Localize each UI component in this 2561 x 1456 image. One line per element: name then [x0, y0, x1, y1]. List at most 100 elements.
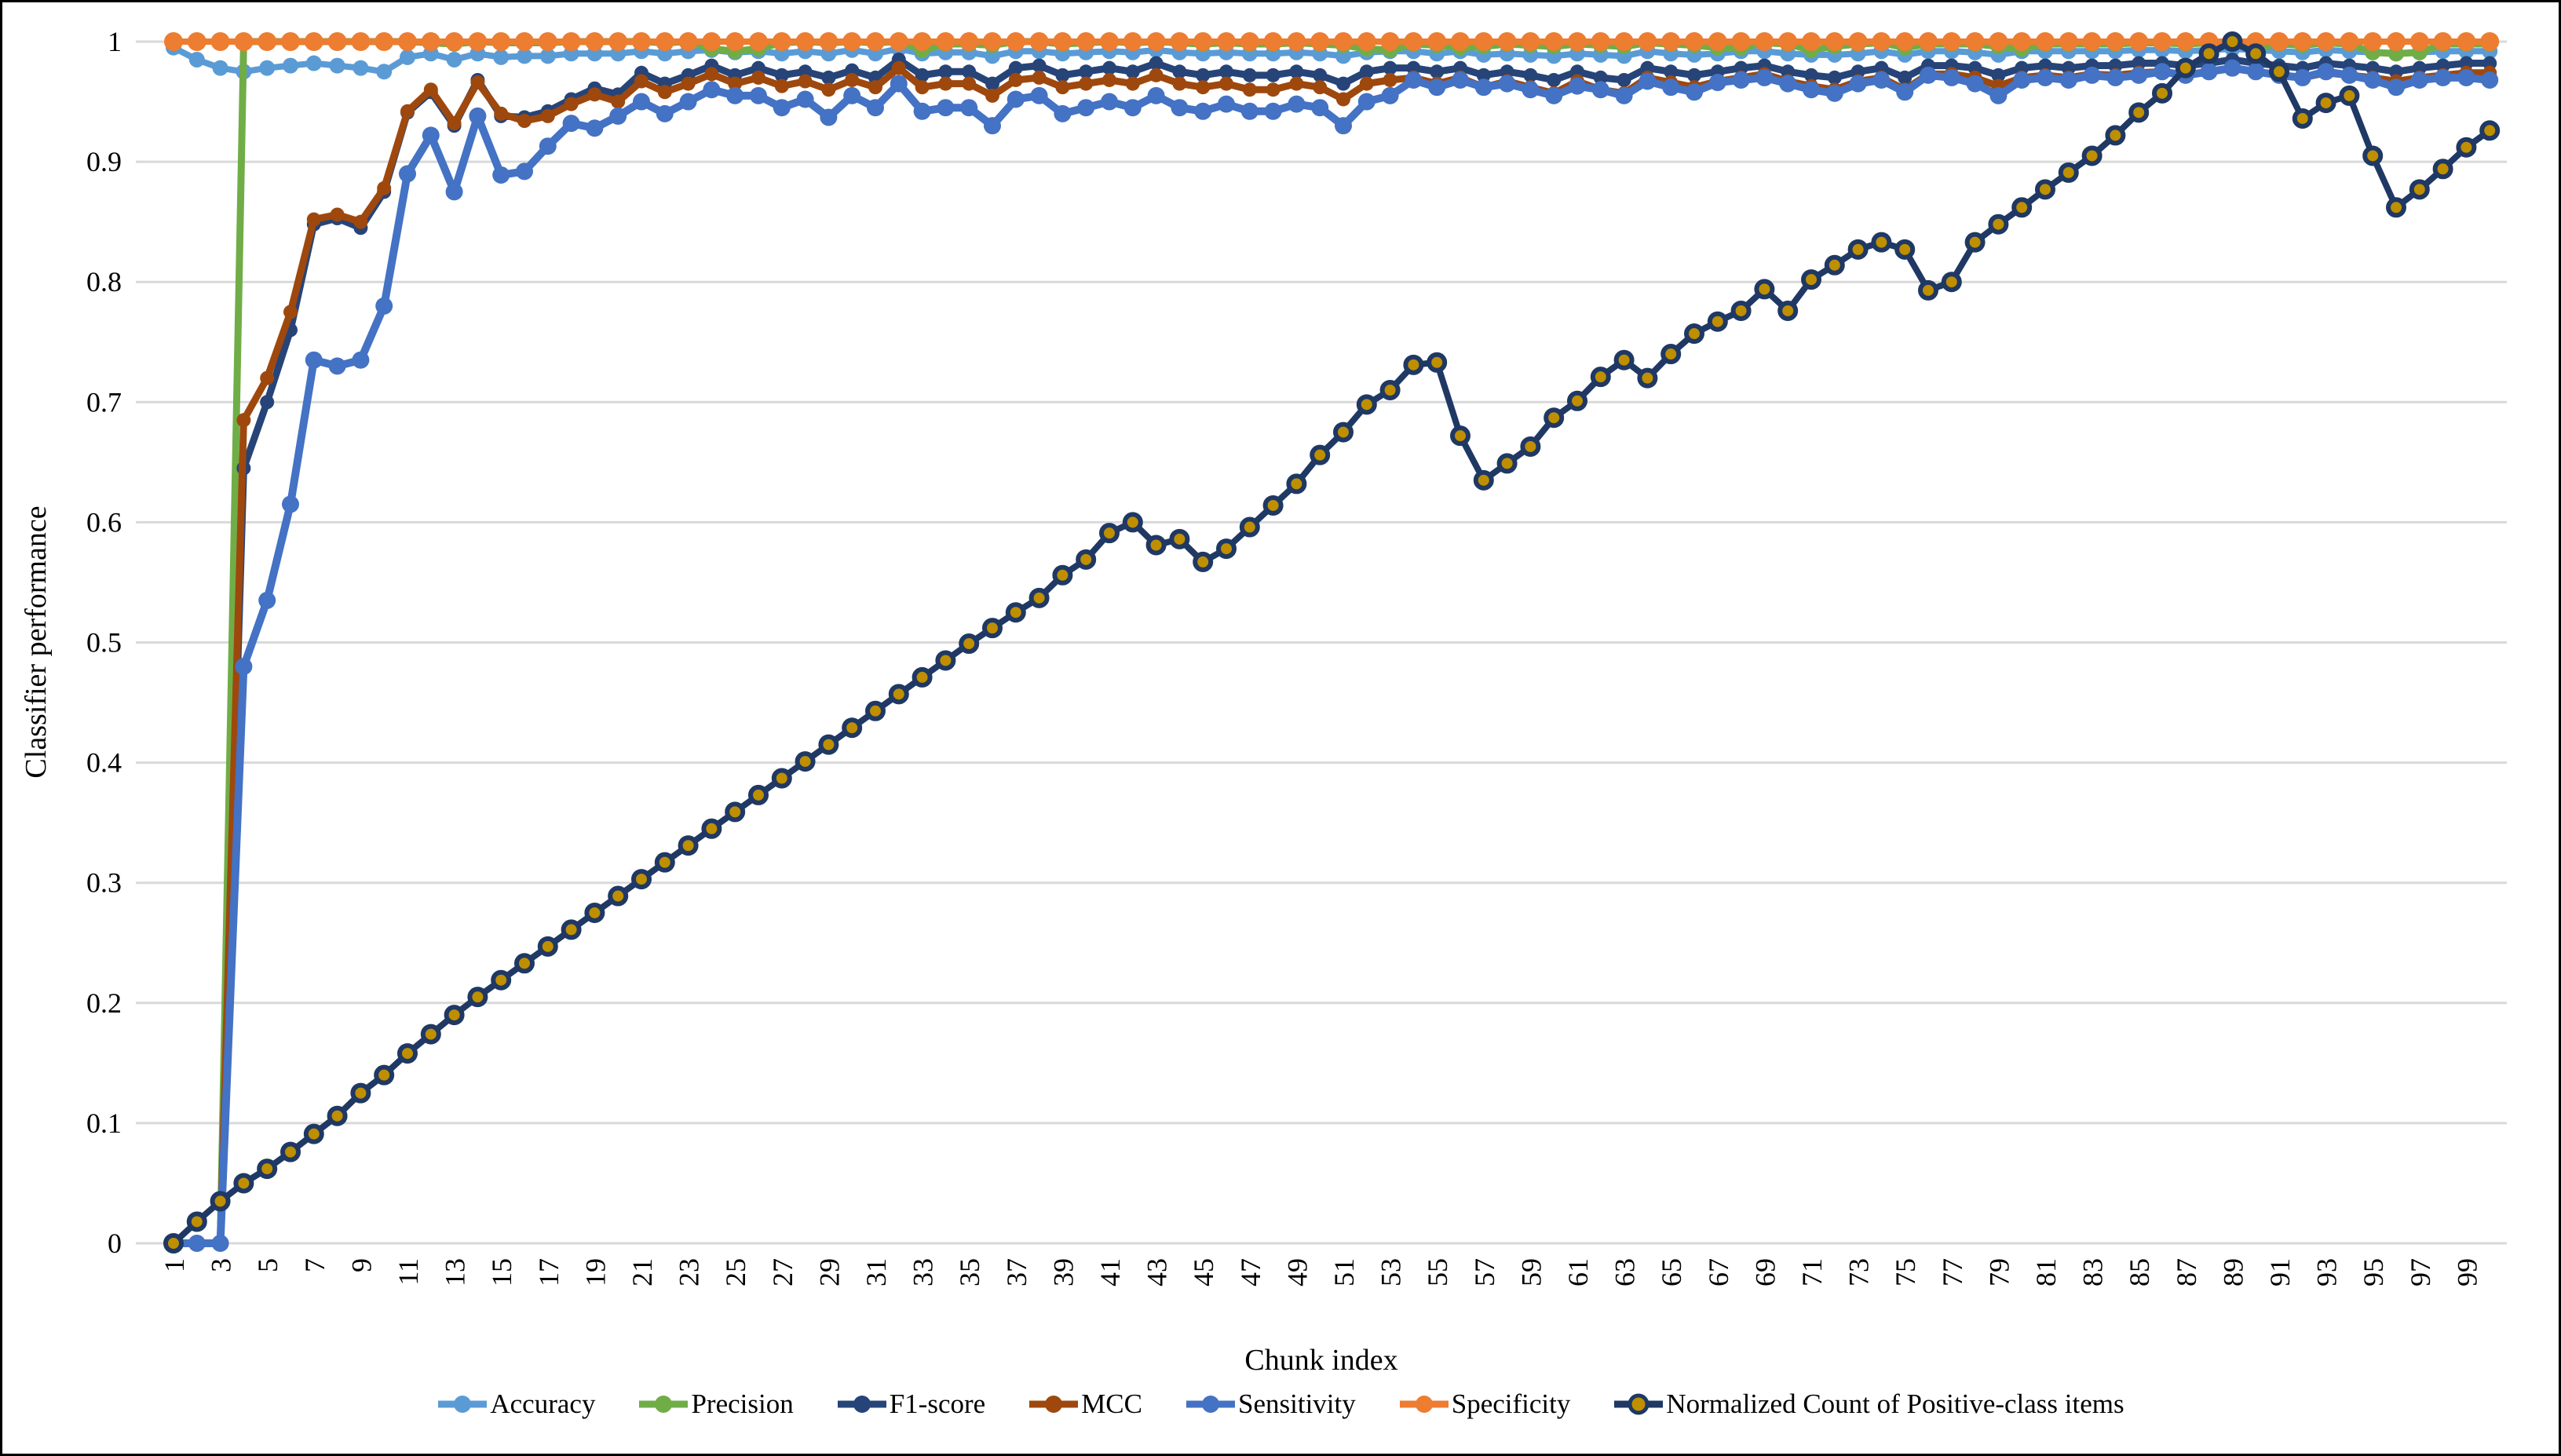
data-point-marker — [1052, 564, 1073, 586]
data-point-marker — [609, 107, 627, 125]
data-point-marker — [2037, 68, 2054, 86]
data-point-marker — [1988, 213, 2009, 235]
data-point-marker — [703, 81, 721, 99]
data-point-marker — [283, 57, 298, 74]
gridlines — [136, 40, 2507, 1245]
data-point-marker — [564, 97, 579, 111]
x-tick-label: 97 — [2405, 1258, 2436, 1286]
data-point-marker — [1264, 102, 1282, 120]
legend-marker-glyph — [1614, 1393, 1664, 1415]
data-point-marker — [1289, 64, 1304, 79]
data-point-marker — [889, 32, 908, 51]
data-point-marker — [281, 32, 300, 51]
data-point-marker — [2106, 32, 2125, 51]
x-tick-label: 47 — [1235, 1258, 1266, 1286]
data-point-marker — [1405, 71, 1423, 89]
data-point-marker — [842, 717, 863, 739]
data-point-marker — [2479, 120, 2501, 141]
data-point-marker — [1848, 32, 1868, 51]
x-tick-label: 19 — [579, 1258, 611, 1286]
data-point-marker — [681, 76, 696, 91]
data-point-marker — [2340, 66, 2358, 84]
data-point-marker — [726, 86, 744, 104]
data-point-marker — [540, 108, 555, 123]
x-tick-label: 41 — [1094, 1258, 1126, 1286]
series-normalized-count-of-positive-class-items — [163, 31, 2501, 1253]
data-point-marker — [561, 32, 581, 51]
data-point-marker — [2105, 125, 2126, 146]
data-point-marker — [935, 650, 956, 671]
x-tick-label: 35 — [954, 1258, 985, 1286]
data-point-marker — [913, 102, 931, 120]
data-point-marker — [818, 734, 839, 755]
x-tick-label: 71 — [1796, 1258, 1828, 1286]
data-point-marker — [1032, 70, 1047, 85]
x-tick-label: 7 — [299, 1258, 331, 1272]
data-point-marker — [842, 32, 862, 51]
x-tick-label: 11 — [393, 1258, 424, 1286]
legend-item-precision: Precision — [638, 1388, 794, 1420]
data-point-marker — [399, 165, 416, 183]
data-point-marker — [1289, 76, 1304, 91]
data-point-marker — [1079, 64, 1094, 79]
data-point-marker — [1918, 279, 1938, 301]
data-point-marker — [962, 76, 977, 91]
data-point-marker — [1920, 66, 1937, 84]
x-tick-label: 91 — [2264, 1258, 2296, 1286]
data-point-marker — [1964, 232, 1986, 253]
data-point-marker — [1311, 99, 1329, 117]
data-point-marker — [985, 88, 999, 103]
data-point-marker — [1966, 75, 1984, 93]
x-tick-label: 87 — [2171, 1258, 2202, 1286]
data-point-marker — [1219, 64, 1233, 79]
data-point-marker — [1218, 95, 1235, 113]
data-point-marker — [1125, 76, 1140, 91]
y-tick-label: 0.2 — [86, 987, 122, 1019]
x-tick-label: 1 — [159, 1258, 190, 1272]
data-point-marker — [2409, 32, 2429, 51]
data-point-marker — [1872, 32, 1891, 51]
data-point-marker — [1099, 523, 1120, 544]
data-point-marker — [538, 32, 557, 51]
data-point-marker — [2457, 68, 2475, 86]
data-point-marker — [2457, 32, 2476, 51]
data-point-marker — [1777, 300, 1799, 321]
x-tick-label: 25 — [720, 1258, 751, 1286]
data-point-marker — [1614, 32, 1634, 51]
x-tick-label: 73 — [1843, 1258, 1875, 1286]
data-point-marker — [1615, 86, 1633, 104]
data-point-marker — [1427, 32, 1447, 51]
legend-item-accuracy: Accuracy — [437, 1388, 595, 1420]
data-point-marker — [1077, 99, 1095, 117]
series-line — [170, 64, 2494, 1247]
data-point-marker — [260, 395, 275, 410]
legend-marker-glyph — [1399, 1396, 1449, 1413]
x-tick-label: 81 — [2030, 1258, 2062, 1286]
data-point-marker — [210, 32, 230, 51]
data-point-marker — [2433, 32, 2453, 51]
data-point-marker — [258, 32, 277, 51]
x-tick-label: 3 — [206, 1258, 237, 1272]
data-point-marker — [1544, 407, 1565, 429]
data-point-marker — [280, 1141, 301, 1162]
data-point-marker — [1122, 512, 1143, 533]
data-point-marker — [562, 115, 580, 133]
data-point-marker — [1005, 602, 1026, 623]
data-point-marker — [1216, 538, 1237, 560]
data-point-marker — [1079, 76, 1094, 91]
data-point-marker — [1125, 64, 1140, 79]
data-point-marker — [2409, 179, 2430, 200]
data-point-marker — [845, 72, 860, 87]
data-point-marker — [1638, 32, 1657, 51]
mcc-line-marker-icon — [1028, 1389, 1080, 1419]
data-point-marker — [374, 32, 394, 51]
data-point-marker — [539, 48, 556, 64]
data-point-marker — [1196, 68, 1211, 82]
data-point-marker — [1335, 117, 1352, 135]
data-point-marker — [1242, 82, 1257, 97]
data-point-marker — [611, 94, 626, 109]
data-point-marker — [725, 32, 745, 51]
data-point-marker — [374, 1064, 395, 1086]
data-point-marker — [2386, 197, 2406, 218]
